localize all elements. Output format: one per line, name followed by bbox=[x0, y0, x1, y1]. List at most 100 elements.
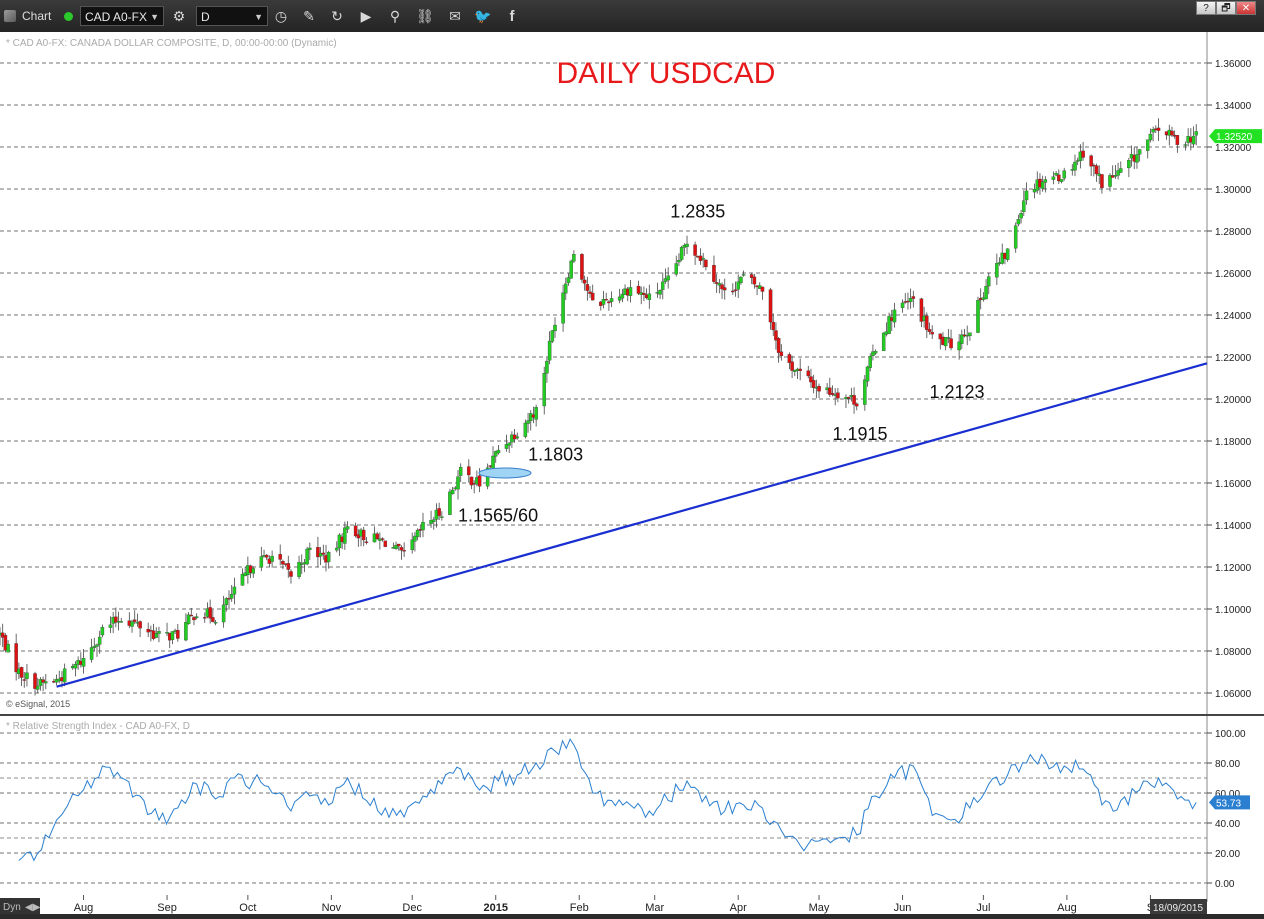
candle-body bbox=[830, 392, 835, 395]
help-label: ? bbox=[1203, 3, 1209, 14]
rsi-tick-label: 100.00 bbox=[1215, 729, 1246, 740]
candle-body bbox=[413, 535, 417, 542]
candle-body bbox=[855, 403, 859, 407]
candle-body bbox=[1127, 160, 1131, 169]
candle-body bbox=[949, 338, 953, 349]
candle-body bbox=[6, 644, 10, 653]
candle-body bbox=[712, 264, 716, 282]
candle-body bbox=[542, 373, 546, 407]
candle-body bbox=[892, 309, 897, 323]
candle-body bbox=[62, 668, 67, 683]
gear-icon[interactable]: ⚙ bbox=[172, 7, 186, 24]
price-tick-label: 1.26000 bbox=[1215, 269, 1252, 280]
candle-body bbox=[1005, 248, 1010, 260]
comment-icon[interactable]: ✉ bbox=[449, 7, 461, 24]
candle-body bbox=[760, 286, 765, 292]
support-zone-highlight bbox=[478, 467, 532, 479]
candle-body bbox=[868, 356, 872, 368]
scroll-left-icon[interactable]: ◀▶ bbox=[25, 902, 41, 913]
candle-body bbox=[806, 370, 811, 377]
candle-body bbox=[771, 321, 775, 331]
rsi-y-axis: 100.00 80.00 60.00 40.00 20.00 0.00 bbox=[1207, 729, 1246, 890]
candle-body bbox=[790, 361, 794, 371]
candle-body bbox=[375, 533, 379, 539]
candle-body bbox=[456, 476, 460, 490]
candle-body bbox=[704, 259, 708, 268]
help-button[interactable]: ? bbox=[1196, 1, 1216, 15]
symbol-value: CAD A0-FX bbox=[85, 10, 148, 24]
candle-body bbox=[1022, 200, 1026, 213]
restore-button[interactable]: 🗗 bbox=[1216, 1, 1236, 15]
price-tick-label: 1.18000 bbox=[1215, 437, 1252, 448]
candle-body bbox=[1100, 174, 1104, 189]
candle-body bbox=[264, 554, 269, 558]
draw-pencil-icon[interactable]: ✎ bbox=[303, 7, 315, 24]
candle-body bbox=[995, 263, 999, 278]
restore-label: 🗗 bbox=[1221, 3, 1231, 14]
candle-body bbox=[852, 395, 856, 405]
candle-body bbox=[0, 632, 5, 638]
candle-body bbox=[722, 287, 727, 291]
price-tick-label: 1.16000 bbox=[1215, 479, 1252, 490]
candle-body bbox=[976, 300, 980, 333]
candle-body bbox=[588, 291, 592, 294]
facebook-icon[interactable]: f bbox=[509, 7, 515, 25]
candle-body bbox=[1089, 155, 1093, 167]
candle-body bbox=[97, 636, 102, 645]
candle-body bbox=[186, 614, 191, 624]
chart-status-dot-icon bbox=[59, 7, 77, 25]
candle-body bbox=[911, 296, 916, 299]
candle-body bbox=[221, 604, 226, 623]
x-tick-label: Mar bbox=[645, 902, 664, 914]
candle-body bbox=[1194, 131, 1198, 136]
link-icon[interactable]: ⛓ bbox=[416, 7, 434, 24]
rsi-tick-label: 20.00 bbox=[1215, 849, 1240, 860]
refresh-icon[interactable]: ↻ bbox=[331, 7, 343, 24]
price-tick-label: 1.22000 bbox=[1215, 353, 1252, 364]
candle-body bbox=[421, 521, 425, 531]
clock-icon[interactable]: ◷ bbox=[274, 7, 288, 24]
chart-svg[interactable]: * CAD A0-FX: CANADA DOLLAR COMPOSITE, D,… bbox=[0, 32, 1264, 914]
price-tick-label: 1.08000 bbox=[1215, 647, 1252, 658]
level-annotation: 1.2835 bbox=[670, 202, 725, 222]
candle-body bbox=[469, 476, 474, 486]
candle-body bbox=[1113, 175, 1118, 177]
candle-body bbox=[318, 552, 323, 557]
candle-body bbox=[569, 260, 573, 279]
interval-select[interactable]: D ▼ bbox=[196, 6, 268, 26]
candle-body bbox=[343, 527, 347, 544]
candle-body bbox=[22, 679, 26, 681]
candle-body bbox=[1043, 179, 1048, 183]
play-icon[interactable]: ▶ bbox=[360, 7, 372, 24]
symbol-select[interactable]: CAD A0-FX ▼ bbox=[80, 6, 164, 26]
candle-body bbox=[154, 633, 159, 638]
candle-body bbox=[399, 547, 404, 551]
x-axis: Aug Sep Oct Nov Dec 2015 Feb Mar Apr May Jun Jul Aug… bbox=[74, 895, 1207, 914]
candle-body bbox=[768, 289, 773, 323]
candle-body bbox=[566, 277, 571, 283]
candle-body bbox=[733, 289, 738, 291]
x-tick-label: Aug bbox=[74, 902, 94, 914]
candle-body bbox=[642, 292, 646, 295]
candle-body bbox=[1156, 127, 1161, 131]
candle-body bbox=[925, 315, 929, 330]
chart-area[interactable]: * CAD A0-FX: CANADA DOLLAR COMPOSITE, D,… bbox=[0, 32, 1264, 914]
candle-body bbox=[364, 541, 369, 543]
close-button[interactable]: ✕ bbox=[1236, 1, 1256, 15]
candle-body bbox=[240, 573, 245, 586]
candle-body bbox=[946, 337, 951, 339]
candle-body bbox=[720, 284, 724, 290]
candle-body bbox=[176, 629, 180, 639]
twitter-icon[interactable]: 🐦 bbox=[474, 7, 492, 24]
candle-body bbox=[752, 276, 757, 285]
candle-body bbox=[41, 679, 45, 683]
candle-body bbox=[458, 467, 463, 476]
chart-menu[interactable]: Chart bbox=[4, 6, 51, 26]
candle-body bbox=[507, 442, 511, 446]
price-tick-label: 1.12000 bbox=[1215, 563, 1252, 574]
candle-body bbox=[1145, 139, 1150, 151]
candles-layer bbox=[0, 118, 1198, 696]
candle-body bbox=[208, 607, 212, 619]
candle-body bbox=[900, 302, 905, 308]
search-icon[interactable]: ⚲ bbox=[389, 7, 401, 24]
